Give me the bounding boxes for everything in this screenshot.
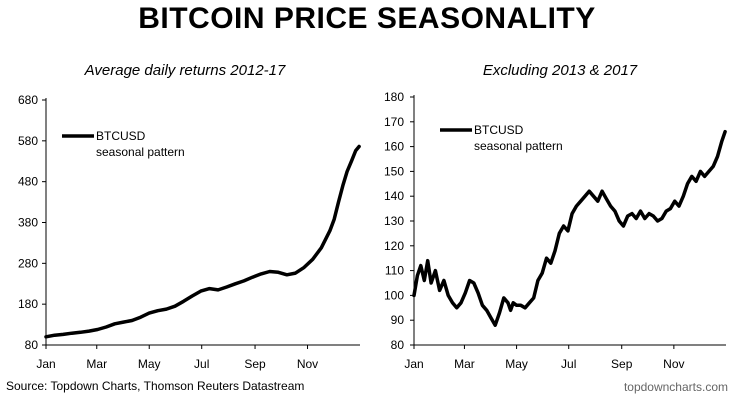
y-tick-label: 150 [384, 164, 404, 178]
y-tick-label: 140 [384, 189, 404, 203]
x-tick-label: Jan [36, 357, 55, 371]
x-tick-label: Nov [297, 357, 318, 371]
legend-label-sub: seasonal pattern [474, 139, 563, 153]
y-tick-label: 100 [384, 288, 404, 302]
chart-panel-1: Average daily returns 2012-17 80 180 280 380… [18, 62, 361, 371]
y-tick-label: 80 [25, 338, 39, 352]
series-line-btcusd [44, 144, 361, 339]
x-tick-label: May [505, 357, 528, 371]
legend-label: BTCUSD [474, 123, 524, 137]
x-tick-label: Sep [611, 357, 633, 371]
y-tick-label: 480 [18, 175, 38, 189]
x-tick-label: Nov [663, 357, 684, 371]
chart-subtitle: Excluding 2013 & 2017 [483, 62, 638, 79]
x-tick-label: Sep [244, 357, 266, 371]
legend-label-sub: seasonal pattern [96, 145, 185, 159]
y-tick-label: 180 [18, 297, 38, 311]
y-tick-label: 90 [391, 313, 405, 327]
y-tick-label: 580 [18, 134, 38, 148]
y-tick-label: 80 [391, 338, 405, 352]
chart-panel-2: Excluding 2013 & 2017 80 90 100 110 120 130 140… [384, 62, 727, 371]
x-tick-label: May [138, 357, 161, 371]
y-tick-label: 160 [384, 140, 404, 154]
x-tick-label: Jul [194, 357, 209, 371]
y-tick-label: 380 [18, 216, 38, 230]
x-tick-label: Jan [404, 357, 423, 371]
y-tick-label: 120 [384, 239, 404, 253]
y-tick-label: 110 [385, 264, 404, 278]
site-credit: topdowncharts.com [623, 380, 728, 394]
chart-subtitle: Average daily returns 2012-17 [84, 62, 286, 79]
y-tick-label: 170 [384, 115, 404, 129]
y-tick-label: 180 [384, 90, 404, 104]
chart-title: BITCOIN PRICE SEASONALITY [138, 2, 596, 35]
y-tick-label: 280 [18, 256, 38, 270]
x-tick-label: Mar [454, 357, 475, 371]
legend-label: BTCUSD [96, 129, 146, 143]
y-tick-label: 680 [18, 93, 38, 107]
series-line-btcusd [412, 129, 727, 327]
x-tick-label: Mar [86, 357, 107, 371]
source-note: Source: Topdown Charts, Thomson Reuters … [6, 379, 305, 393]
y-tick-label: 130 [384, 214, 404, 228]
x-tick-label: Jul [561, 357, 576, 371]
